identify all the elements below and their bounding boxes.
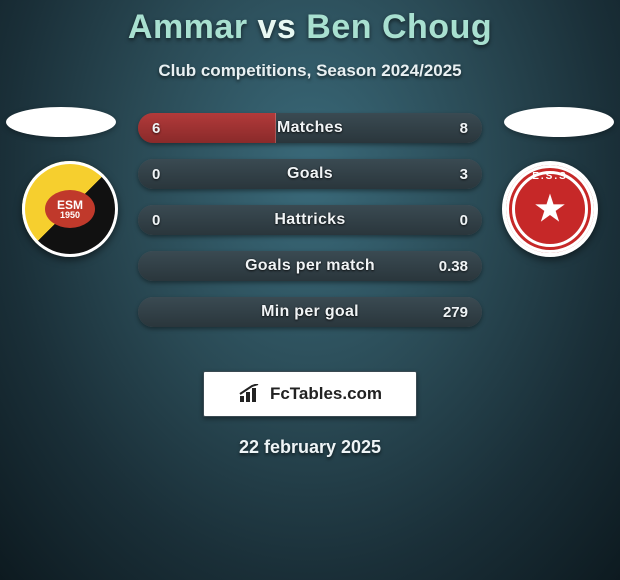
vs-text: vs	[258, 8, 297, 46]
club-badge-left-abbr: ESM	[57, 199, 83, 211]
stat-row: 00Hattricks	[138, 205, 482, 235]
player2-name: Ben Choug	[306, 8, 492, 46]
club-badge-right: E.S.S	[502, 161, 598, 257]
player1-silhouette	[6, 107, 116, 137]
stat-label: Matches	[138, 113, 482, 143]
brand-text: FcTables.com	[270, 384, 382, 404]
stat-row: 03Goals	[138, 159, 482, 189]
stat-label: Min per goal	[138, 297, 482, 327]
stats-stage: ESM 1950 E.S.S 68Matches 03Goals 00Hattric…	[0, 113, 620, 353]
stat-row: 0.38Goals per match	[138, 251, 482, 281]
stat-bars: 68Matches 03Goals 00Hattricks 0.38Goals per…	[138, 113, 482, 343]
stat-label: Goals	[138, 159, 482, 189]
subtitle: Club competitions, Season 2024/2025	[0, 61, 620, 81]
player1-name: Ammar	[128, 8, 248, 46]
stat-label: Goals per match	[138, 251, 482, 281]
star-icon	[530, 189, 570, 229]
club-badge-left: ESM 1950	[22, 161, 118, 257]
club-badge-left-year: 1950	[60, 211, 80, 220]
brand-box[interactable]: FcTables.com	[203, 371, 417, 417]
stat-row: 68Matches	[138, 113, 482, 143]
stat-label: Hattricks	[138, 205, 482, 235]
club-badge-left-inner: ESM 1950	[45, 190, 95, 228]
chart-icon	[238, 384, 264, 404]
club-badge-right-abbr: E.S.S	[506, 171, 594, 182]
date: 22 february 2025	[0, 437, 620, 458]
comparison-card: Ammar vs Ben Choug Club competitions, Se…	[0, 0, 620, 458]
player2-silhouette	[504, 107, 614, 137]
page-title: Ammar vs Ben Choug	[0, 8, 620, 47]
stat-row: 279Min per goal	[138, 297, 482, 327]
